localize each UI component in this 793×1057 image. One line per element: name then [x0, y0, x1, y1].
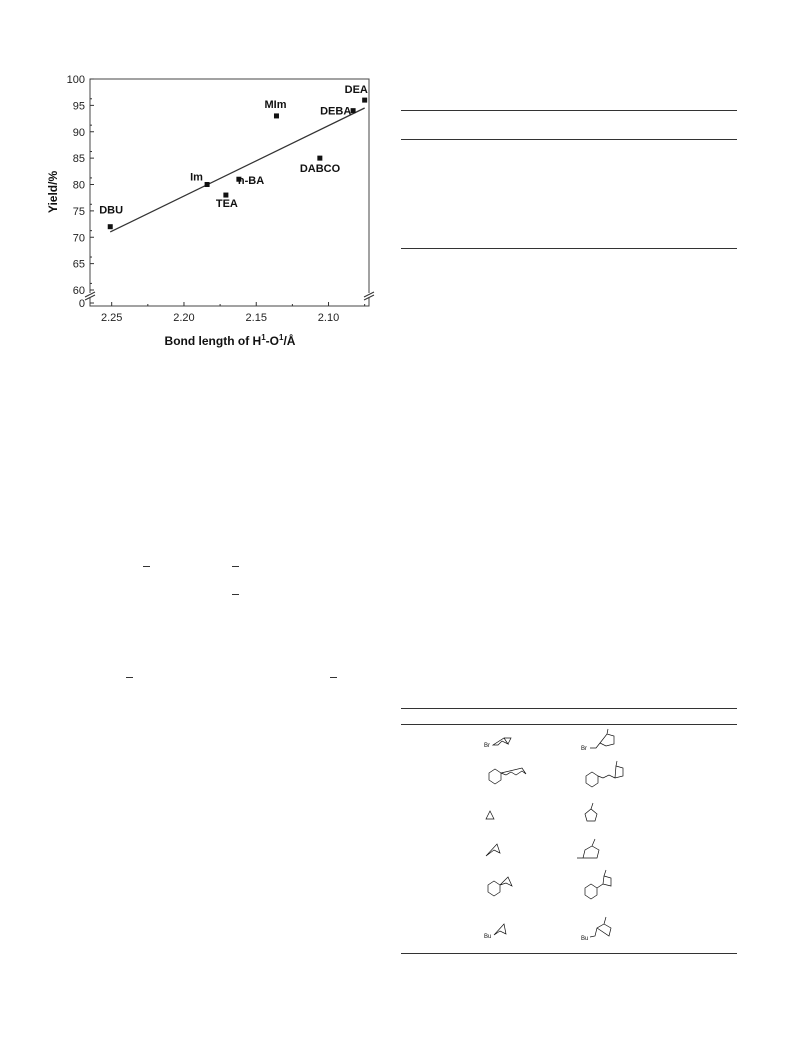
svg-text:Br: Br	[484, 743, 490, 749]
data-point-im	[204, 182, 210, 187]
svg-text:Bu: Bu	[484, 934, 491, 940]
table-bottom-rule	[401, 248, 737, 249]
x-tick-label: 2.15	[246, 312, 267, 324]
table2-bottom-rule	[401, 953, 737, 954]
x-tick-label: 2.25	[101, 312, 122, 324]
overbar-mark	[126, 677, 133, 678]
product-structure-5	[581, 868, 625, 907]
y-tick-label: 95	[73, 100, 85, 112]
data-label-n-ba: n-BA	[238, 175, 264, 187]
fit-line	[109, 107, 365, 233]
x-tick-label: 2.20	[173, 312, 194, 324]
data-label-tea: TEA	[216, 198, 238, 210]
overbar-mark	[232, 566, 239, 567]
y-axis-break-mark-right	[363, 291, 375, 301]
y-tick-label: 60	[73, 285, 85, 297]
plot-frame	[89, 78, 370, 307]
product-structure-1: Br	[581, 726, 631, 761]
data-label-mim: MIm	[264, 99, 286, 111]
y-tick-label: 75	[73, 206, 85, 218]
overbar-mark	[330, 677, 337, 678]
product-structure-4	[575, 836, 609, 869]
data-point-dabco	[317, 155, 323, 161]
overbar-mark	[232, 594, 239, 595]
x-axis-title: Bond length of H1-O1/Å	[165, 333, 296, 348]
y-tick-label: 80	[73, 180, 85, 192]
data-point-n-ba	[236, 176, 242, 182]
data-point-dbu	[107, 224, 113, 230]
product-structure-2	[581, 760, 641, 795]
data-point-mim	[273, 113, 279, 119]
svg-text:Bu: Bu	[581, 936, 588, 942]
data-point-dea	[362, 97, 368, 103]
y-axis-title: Yield/%	[46, 171, 60, 214]
y-tick-label: 85	[73, 153, 85, 165]
data-label-dabco: DABCO	[300, 163, 341, 175]
table2-header-rule	[401, 724, 737, 725]
scatter-chart: 100 95 90 85 80 75 70 65 60 0 2.25 2.20 2.15 2.10 DBU I…	[40, 60, 380, 360]
y-tick-label: 65	[73, 259, 85, 271]
y-tick-label: 0	[79, 298, 85, 310]
data-point-deba	[350, 108, 356, 114]
y-axis-break-gap	[86, 293, 94, 298]
chart-svg: 100 95 90 85 80 75 70 65 600 2.25 2.20 2.15 2.10 DBU I…	[46, 74, 375, 348]
substrate-structure-1: Br	[484, 734, 524, 759]
table-header-rule	[401, 139, 737, 140]
product-structure-3	[581, 800, 607, 831]
product-structure-6: Bu	[581, 912, 621, 949]
data-label-im: Im	[190, 172, 203, 184]
table2-top-rule	[401, 708, 737, 709]
substrate-structure-4	[484, 838, 508, 865]
overbar-mark	[143, 566, 150, 567]
y-axis-break-gap-right	[365, 293, 373, 298]
data-point-tea	[223, 192, 229, 198]
x-tick-label: 2.10	[318, 312, 339, 324]
substrate-structure-2	[484, 763, 532, 792]
y-tick-label: 100	[67, 74, 85, 86]
y-tick-label: 70	[73, 232, 85, 244]
substrate-structure-6: Bu	[484, 918, 514, 947]
substrate-structure-3	[484, 808, 496, 827]
data-label-deba: DEBA	[320, 106, 351, 118]
table-top-rule	[401, 110, 737, 111]
data-label-dbu: DBU	[99, 205, 123, 217]
data-label-dea: DEA	[345, 84, 368, 96]
svg-text:Br: Br	[581, 746, 587, 752]
y-axis-break-mark	[84, 291, 96, 301]
y-tick-label: 90	[73, 127, 85, 139]
substrate-structure-5	[484, 873, 520, 904]
